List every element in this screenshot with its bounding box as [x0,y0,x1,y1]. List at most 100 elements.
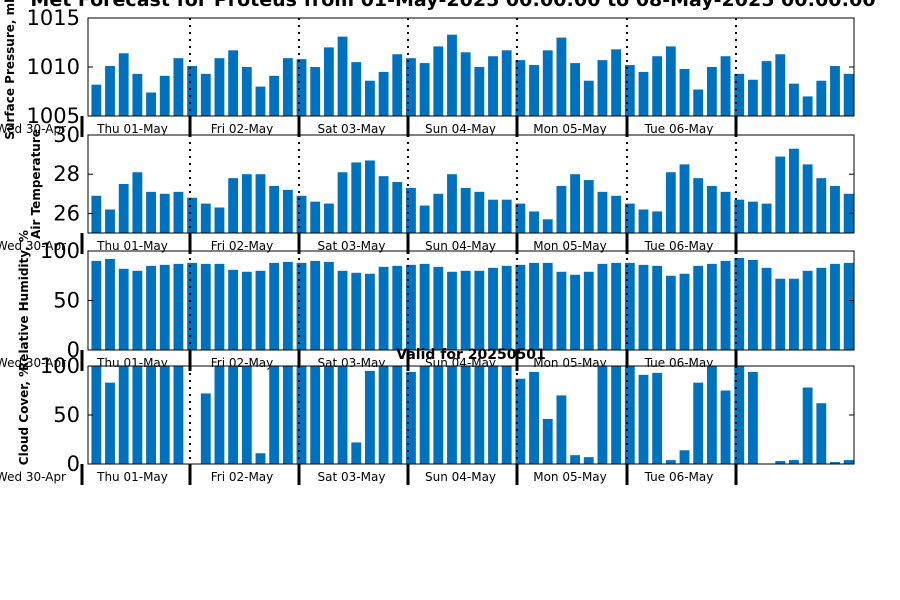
bar [310,67,321,116]
bar [706,366,717,464]
bar [323,366,334,464]
day-label: Thu 01-May [96,122,168,136]
y-tick-label: 100 [40,239,80,263]
bar [693,265,704,350]
bar [775,278,786,350]
day-label: Thu 01-May [96,470,168,484]
bar [392,265,403,350]
bar [843,73,854,116]
bar [173,191,184,233]
bar [200,73,211,116]
y-axis-label: Cloud Cover, % [17,365,31,465]
bar [447,271,457,350]
bar [679,273,690,350]
bar [91,366,102,464]
bar [734,73,745,116]
bar [583,457,594,464]
y-tick-label: 1005 [27,104,80,128]
bar [843,262,854,350]
bar [187,262,198,350]
bar [570,63,581,116]
bar [296,262,307,350]
bar [529,65,539,116]
bar [802,270,813,350]
y-tick-label: 50 [53,403,80,427]
bar [529,211,539,233]
day-label: Sat 03-May [318,470,386,484]
day-label: Sun 04-May [425,239,496,253]
bar [501,199,512,233]
bar [433,193,444,233]
bar [542,50,553,117]
bar [364,80,375,116]
bar [830,66,840,116]
day-label: Fri 02-May [211,239,274,253]
bar [241,366,252,464]
y-tick-label: 50 [53,289,80,313]
bar [720,191,731,233]
bar [843,193,854,233]
bar [638,71,649,116]
bar [392,54,403,116]
bar [747,371,758,464]
day-label: Mon 05-May [533,122,607,136]
bar [255,453,266,464]
day-label: Sun 04-May [425,122,496,136]
bar [816,178,827,233]
bar [118,268,129,350]
bar [597,60,608,116]
bar [269,366,280,464]
bar [652,211,663,233]
bar [269,262,280,350]
bar [638,209,649,233]
bar [747,79,758,116]
bar [378,176,389,233]
bar [406,187,416,233]
bar [132,366,143,464]
bar [830,462,840,464]
bar [624,262,635,350]
day-label: Sat 03-May [318,239,386,253]
bar [310,366,321,464]
bar [146,92,156,116]
bar [542,219,553,233]
bar [419,263,430,350]
bar [734,199,745,233]
bar [323,203,334,233]
bar [146,366,156,464]
bar [187,197,198,233]
bar [665,275,676,350]
bar [665,172,676,233]
panel-2: 26 28 30 Air Temperature Thu 01-May Fri 02-Ma… [0,123,855,254]
figure-title: Met Forecast for Proteus from 01-May-202… [30,0,875,11]
y-tick-label: 26 [53,201,80,225]
bar [269,185,280,233]
bar [474,191,485,233]
bar [488,366,498,464]
bar [706,263,717,350]
bar [187,66,198,116]
bar [789,460,799,464]
bar [515,60,526,116]
valid-date-label: Valid for 20250501 [396,347,545,363]
bar [118,184,129,233]
bar [583,271,594,350]
bar [542,262,553,350]
bar [433,266,444,350]
bar [638,374,649,464]
bar [734,366,745,464]
bar [679,164,690,233]
bar [214,263,225,350]
bar [91,195,102,233]
bar [652,372,663,464]
bar [679,450,690,464]
bar [761,61,772,116]
y-tick-label: 1010 [27,55,80,79]
bar [378,366,389,464]
bar [583,80,594,116]
bar [419,366,430,464]
bar [830,263,840,350]
bar [474,366,485,464]
bar [406,371,416,464]
bar [789,278,799,350]
